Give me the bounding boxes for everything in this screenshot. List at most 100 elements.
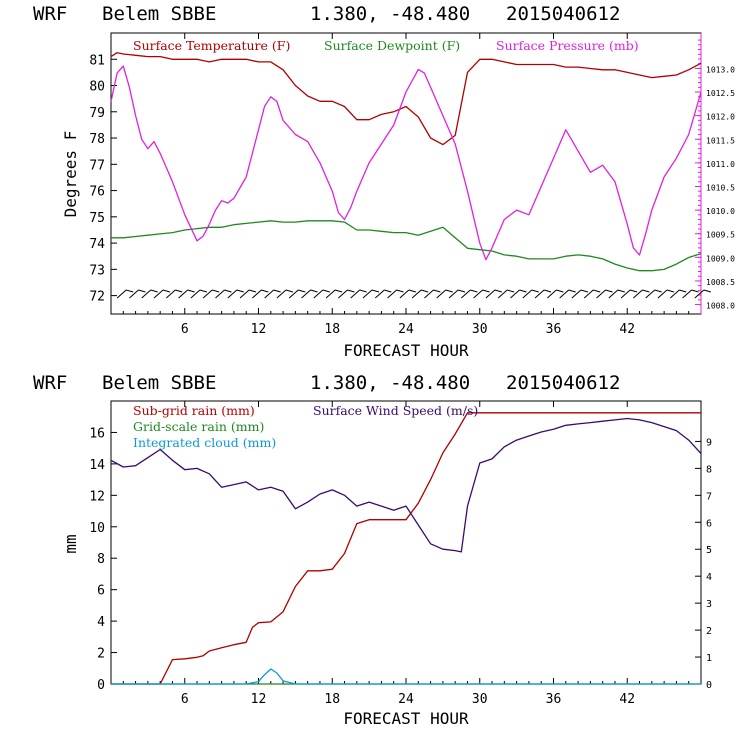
wind-barb-flag: [556, 289, 564, 293]
wind-barb-staff: [424, 289, 434, 299]
wind-barb-flag: [187, 289, 195, 293]
wind-barb-flag: [457, 289, 466, 293]
wind-barb-staff: [190, 289, 201, 299]
panel2-header-model: WRF: [33, 372, 67, 394]
wind-barb-flag: [396, 289, 404, 293]
series-line-sub-grid-rain: [111, 412, 701, 685]
panel1-header-station: Belem SBBE: [102, 3, 216, 25]
panel2-y2-ticks: 0 1 2 3 4 5 6 7 8 9: [695, 437, 712, 691]
wind-barb-staff: [313, 289, 324, 299]
y2-tick-label: 0: [706, 680, 712, 691]
wind-barb-flag: [703, 289, 711, 293]
panel1-y2-ticks: 1008.0 1008.5 1009.0 1009.5 1010.0 1010.5 1011…: [695, 39, 735, 311]
wind-barb-staff: [411, 289, 422, 299]
wind-barb-flag: [310, 289, 318, 293]
y2-tick-label: 1009.5: [706, 231, 735, 240]
wind-barb-flag: [298, 289, 306, 293]
wind-barb-flag: [642, 289, 650, 293]
panel2-x-axis-title: FORECAST HOUR: [343, 709, 469, 728]
wind-barb-staff: [485, 289, 496, 299]
panel2-header-coords: 1.380, -48.480: [310, 372, 470, 394]
wind-barb-staff: [288, 289, 299, 299]
y-tick-label: 72: [89, 290, 105, 305]
wind-barb-flag: [371, 289, 380, 293]
wind-barb-staff: [239, 289, 250, 299]
y-tick-label: 16: [89, 426, 105, 441]
series-line-surface-wind-speed: [110, 417, 702, 553]
wind-barb-flag: [150, 289, 158, 293]
wind-barb-flag: [617, 289, 625, 293]
wind-barb-flag: [162, 289, 171, 293]
y2-tick-label: 1012.0: [706, 113, 735, 122]
panel2-series: [110, 412, 702, 685]
y-tick-label: 73: [89, 263, 105, 278]
wind-barb-staff: [165, 289, 176, 299]
y2-tick-label: 1008.0: [706, 302, 735, 311]
wind-barb-staff: [325, 289, 336, 299]
y2-tick-label: 6: [706, 518, 712, 529]
x-tick-label: 6: [181, 692, 189, 707]
wind-barb-flag: [666, 289, 675, 293]
wind-barb-staff: [215, 289, 225, 299]
y2-tick-label: 9: [706, 437, 712, 448]
panel1-y-ticks: 72 73 74 75 76 77 78 79 80 81: [89, 53, 117, 305]
wind-barb-staff: [657, 289, 668, 299]
wind-barb-flag: [433, 289, 441, 293]
wind-barb-flag: [629, 289, 638, 293]
panel1-y-axis-title: Degrees F: [61, 131, 80, 218]
wind-barb-flag: [285, 289, 294, 293]
wind-barb-staff: [252, 289, 262, 299]
y-tick-label: 79: [89, 106, 105, 121]
panel2-header-init: 2015040612: [506, 372, 620, 394]
panel1-plot-frame: [110, 32, 702, 315]
wind-barb-flag: [175, 289, 183, 293]
y2-tick-label: 8: [706, 464, 712, 475]
y2-tick-label: 2: [706, 626, 712, 637]
wind-barb-staff: [534, 289, 545, 299]
wind-barb-flag: [199, 289, 208, 293]
y2-tick-label: 4: [706, 572, 712, 583]
x-tick-label: 30: [472, 322, 488, 337]
wind-barb-staff: [362, 289, 373, 299]
y2-tick-label: 1012.5: [706, 89, 735, 98]
wind-barb-flag: [470, 289, 478, 293]
wind-barb-staff: [202, 289, 213, 299]
wind-barb-flag: [691, 289, 699, 293]
wind-barb-flag: [322, 289, 330, 293]
wind-barb-staff: [264, 289, 274, 299]
wind-barb-staff: [436, 289, 447, 299]
wind-barb-flag: [507, 289, 515, 293]
wind-barb-staff: [141, 289, 152, 299]
panel1-header-coords: 1.380, -48.480: [310, 3, 470, 25]
y-tick-label: 2: [97, 647, 105, 662]
wind-barb-staff: [153, 289, 164, 299]
x-tick-label: 12: [251, 692, 267, 707]
wind-barb-staff: [338, 289, 348, 299]
y2-tick-label: 1011.0: [706, 160, 735, 169]
panel1-wind-barbs: [116, 289, 711, 299]
wind-barb-staff: [350, 289, 361, 299]
legend-surface-dewpoint: Surface Dewpoint (F): [324, 38, 460, 53]
wind-barb-flag: [126, 289, 134, 293]
x-tick-label: 6: [181, 322, 189, 337]
series-line-integrated-cloud: [111, 668, 701, 685]
wind-barb-flag: [605, 289, 613, 293]
panel1-series: [110, 52, 702, 272]
wind-barb-staff: [583, 289, 594, 299]
wind-barb-flag: [261, 289, 269, 293]
wind-barb-flag: [679, 289, 687, 293]
wind-barb-staff: [387, 289, 397, 299]
wind-barb-flag: [482, 289, 490, 293]
panel1-header-init: 2015040612: [506, 3, 620, 25]
wind-barb-staff: [682, 289, 692, 299]
wind-barb-flag: [384, 289, 392, 293]
y2-tick-label: 1013.0: [706, 65, 735, 74]
wind-barb-staff: [473, 289, 483, 299]
y-tick-label: 74: [89, 237, 105, 252]
legend-gridscale-rain: Grid-scale rain (mm): [133, 419, 264, 434]
legend-surface-pressure: Surface Pressure (mb): [496, 38, 639, 53]
panel1-x-axis-title: FORECAST HOUR: [343, 341, 469, 360]
x-tick-label: 30: [472, 692, 488, 707]
wind-barb-flag: [445, 289, 453, 293]
